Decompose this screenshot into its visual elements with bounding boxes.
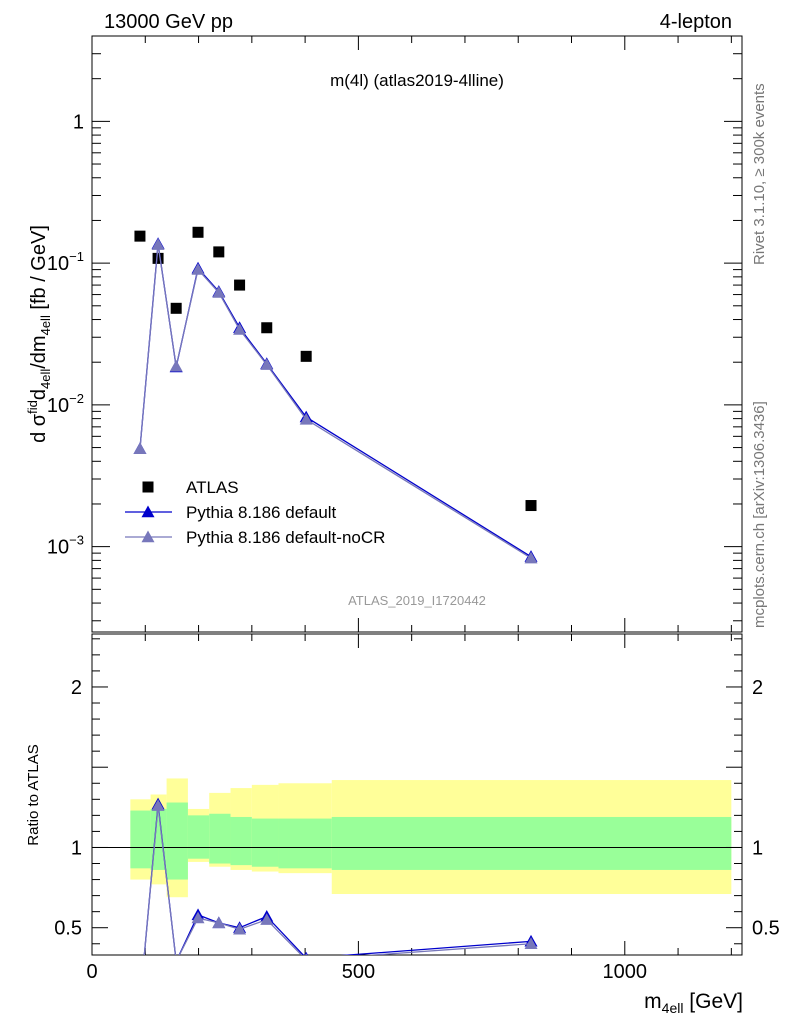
ratio-axis-ticks: 0 500 1000 0.5 0.5 1 1 2 2 (54, 634, 780, 983)
header-left: 13000 GeV pp (104, 11, 233, 33)
main-y-tick-label: 10−1 (47, 249, 84, 275)
atlas-point (525, 500, 537, 512)
ylabel-mid1: d (28, 389, 50, 400)
series-point (299, 412, 313, 425)
xlabel-post: [GeV] (683, 990, 743, 1013)
legend-marker (141, 530, 155, 543)
main-y-axis-label: d σfidd4ell/dm4ell [fb / GeV] (25, 225, 53, 443)
tick-base: 10 (47, 395, 69, 417)
ratio-frame (91, 633, 743, 956)
ratio-y-tick-label: 0.5 (54, 918, 82, 940)
x-axis-label: m4ell [GeV] (644, 990, 743, 1016)
ratio-point (151, 799, 165, 811)
main-series (133, 226, 538, 564)
ratio-point (212, 916, 226, 929)
series-atlas (134, 226, 537, 512)
uncertainty-band-inner (278, 818, 332, 869)
legend-label: Pythia 8.186 default-noCR (186, 528, 385, 547)
atlas-point (234, 279, 246, 291)
legend-marker (141, 505, 155, 518)
uncertainty-band-inner (331, 816, 732, 870)
ratio-point (260, 913, 274, 925)
header-right: 4-lepton (660, 11, 732, 33)
analysis-watermark: ATLAS_2019_I1720442 (348, 593, 486, 608)
main-y-tick-label: 10−3 (47, 533, 84, 559)
series-point (212, 286, 226, 298)
series-point (233, 323, 247, 335)
atlas-point (213, 246, 225, 258)
series-point (191, 263, 205, 275)
ratio-point (524, 937, 538, 949)
ratio-y-tick-label-right: 1 (752, 837, 763, 859)
plot-title: m(4l) (atlas2019-4lline) (330, 71, 504, 90)
uncertainty-band-inner (166, 802, 188, 880)
tick-base: 10 (47, 253, 69, 275)
xlabel-sub: 4ell (662, 1000, 684, 1016)
series-point (151, 238, 165, 250)
legend-marker-atlas (142, 481, 154, 493)
legend-label: ATLAS (186, 478, 239, 497)
atlas-point (152, 252, 164, 264)
tick-base: 1 (73, 111, 84, 133)
ylabel-pre: d σ (28, 413, 50, 443)
ylabel-sub2: 4ell (38, 315, 53, 335)
ratio-point (133, 996, 146, 1008)
uncertainty-band-inner (251, 818, 279, 867)
tick-base: 10 (47, 537, 69, 559)
ylabel-post: [fb / GeV] (28, 225, 50, 315)
side-rivet: Rivet 3.1.10, ≥ 300k events (751, 83, 768, 265)
ratio-plot-area (92, 778, 742, 898)
atlas-point (170, 302, 182, 314)
uncertainty-band-inner (150, 808, 167, 870)
ylabel-mid2: /dm (28, 335, 50, 368)
uncertainty-band-inner (187, 815, 210, 859)
atlas-point (134, 230, 146, 242)
ratio-series-pythia-default-nocr (133, 799, 538, 1008)
tick-exp: −3 (69, 533, 84, 548)
main-axis-ticks: 10−310−210−11 (47, 35, 742, 632)
x-tick-label: 1000 (603, 961, 648, 983)
atlas-point (300, 350, 312, 362)
tick-exp: −1 (69, 249, 84, 264)
ratio-series (133, 797, 538, 1008)
x-tick-label: 0 (86, 961, 97, 983)
ratio-y-tick-label-right: 2 (752, 677, 763, 699)
legend: ATLAS Pythia 8.186 default Pythia 8.186 de… (125, 478, 385, 547)
tick-exp: −2 (69, 391, 84, 406)
ylabel-sub1: 4ell (38, 369, 53, 389)
ratio-point (191, 911, 205, 924)
xlabel-pre: m (644, 990, 662, 1013)
series-point (133, 442, 147, 455)
x-tick-label: 500 (342, 961, 375, 983)
ratio-point (233, 922, 247, 935)
series-point (260, 358, 274, 370)
ratio-point (176, 954, 177, 955)
ratio-y-tick-label: 2 (71, 677, 82, 699)
ratio-point (133, 996, 146, 1008)
side-site: mcplots.cern.ch [arXiv:1306.3436] (751, 401, 768, 628)
atlas-point (261, 322, 273, 334)
ratio-y-tick-label-right: 0.5 (752, 918, 780, 940)
main-y-tick-label: 1 (73, 111, 84, 133)
main-frame (91, 35, 743, 633)
series-point (169, 359, 183, 372)
ratio-y-tick-label: 1 (71, 837, 82, 859)
ratio-point (305, 953, 308, 955)
main-y-tick-label: 10−2 (47, 391, 84, 417)
uncertainty-band-inner (230, 816, 252, 866)
uncertainty-band-inner (130, 810, 151, 869)
series-pythia-default-nocr (133, 238, 538, 564)
legend-label: Pythia 8.186 default (186, 503, 337, 522)
ylabel-sup: fid (25, 400, 40, 414)
ratio-y-axis-label: Ratio to ATLAS (25, 744, 42, 845)
atlas-point (192, 226, 204, 238)
series-point (524, 551, 538, 564)
uncertainty-band-inner (209, 813, 231, 864)
ratio-point (176, 954, 177, 955)
